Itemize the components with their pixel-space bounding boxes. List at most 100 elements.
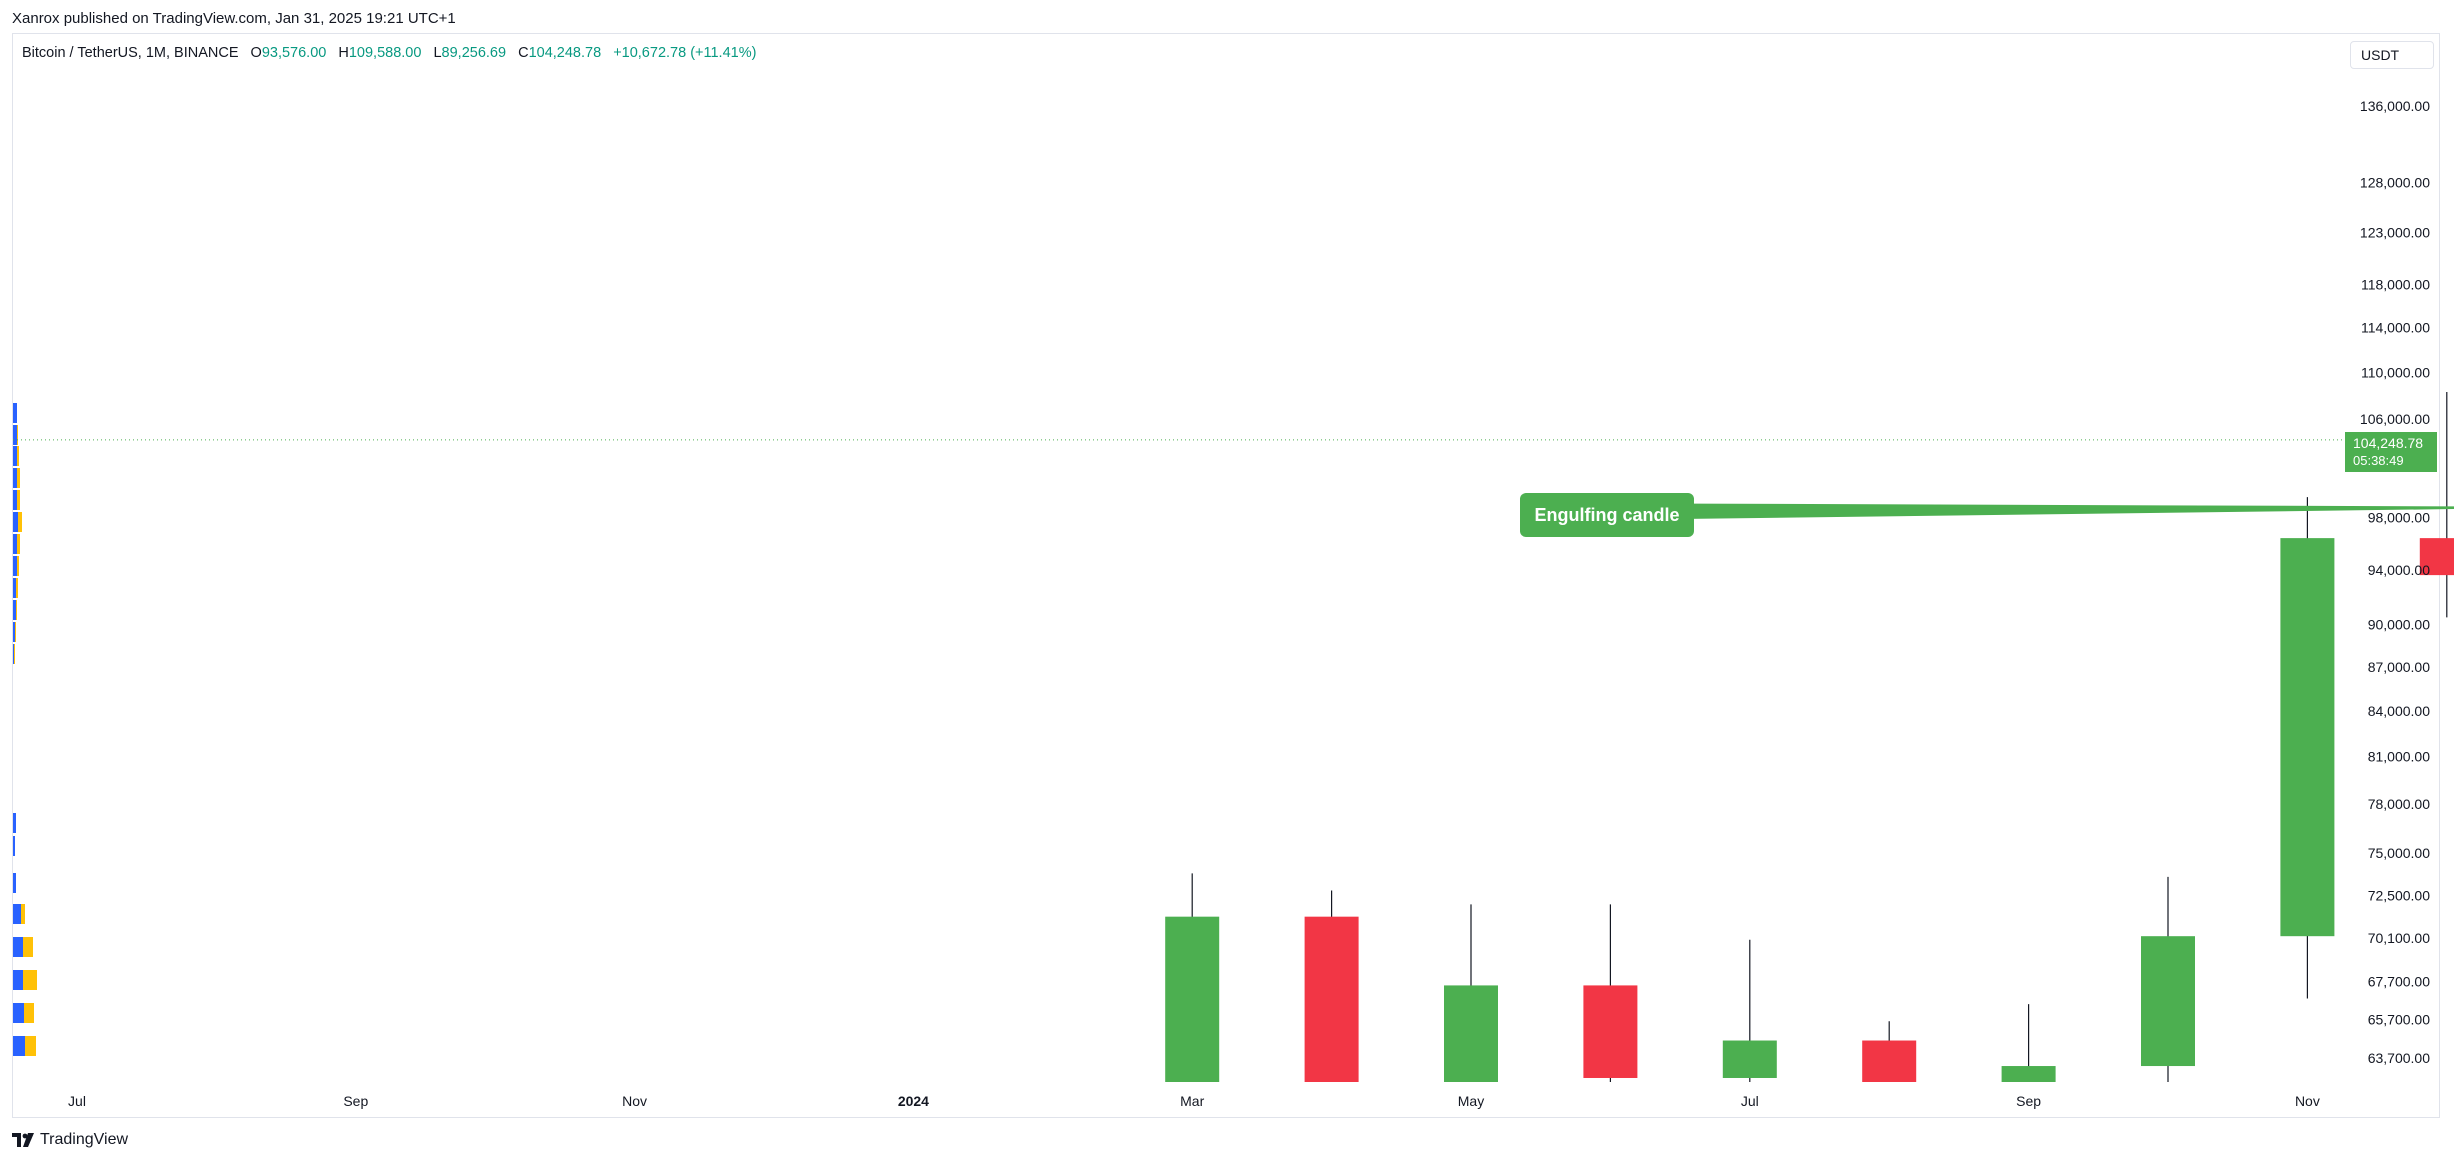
volume-bar-up <box>13 578 16 598</box>
volume-bar-up <box>13 970 23 990</box>
price-tick-label: 128,000.00 <box>2360 174 2430 190</box>
volume-bar-up <box>13 403 17 423</box>
price-tick-label: 63,700.00 <box>2368 1050 2430 1066</box>
price-tick-label: 78,000.00 <box>2368 796 2430 812</box>
volume-bar-down <box>23 970 37 990</box>
volume-bar-up <box>13 1036 25 1056</box>
currency-button[interactable]: USDT <box>2350 41 2434 69</box>
price-tick-label: 114,000.00 <box>2361 320 2430 336</box>
time-axis: JulSepNov2024MarMayJulSepNov2025MarMayJu… <box>68 1093 2320 1109</box>
candle-2024-03[interactable] <box>1165 873 1220 1082</box>
volume-bar-up <box>13 600 16 620</box>
candle-2024-06[interactable] <box>1583 904 1638 1082</box>
volume-bar-down <box>24 1003 34 1023</box>
volume-bar-down <box>17 425 18 445</box>
volume-bar-up <box>13 937 23 957</box>
footer-brand: TradingView <box>12 1131 128 1149</box>
price-tick-label: 72,500.00 <box>2368 888 2430 904</box>
volume-bar-down <box>16 600 17 620</box>
price-tick-label: 90,000.00 <box>2368 616 2430 632</box>
volume-bar-down <box>14 644 15 664</box>
candle-body <box>2001 1066 2056 1082</box>
price-tick-label: 65,700.00 <box>2368 1011 2430 1027</box>
high-label: H <box>338 45 349 61</box>
open-value: 93,576.00 <box>261 45 327 61</box>
volume-bar-down <box>17 490 20 510</box>
tradingview-logo-icon <box>12 1133 34 1147</box>
price-tick-label: 110,000.00 <box>2361 364 2430 380</box>
price-tick-label: 118,000.00 <box>2361 276 2430 292</box>
volume-bar-up <box>13 468 17 488</box>
symbol-legend: Bitcoin / TetherUS, 1M, BINANCE O93,576.… <box>22 45 756 61</box>
volume-bar-up <box>13 904 21 924</box>
price-tick-label: 87,000.00 <box>2368 659 2430 675</box>
footer-brand-label: TradingView <box>40 1131 129 1148</box>
publisher-line: Xanrox published on TradingView.com, Jan… <box>12 10 456 27</box>
open-label: O <box>250 45 262 61</box>
symbol-name[interactable]: Bitcoin / TetherUS, 1M, BINANCE <box>22 45 239 61</box>
low-value: 89,256.69 <box>441 45 507 61</box>
candle-2024-12[interactable] <box>2419 392 2454 618</box>
volume-bar-up <box>13 836 15 856</box>
volume-bar-up <box>13 490 17 510</box>
last-price-tag: 104,248.78 05:38:49 <box>2345 432 2437 472</box>
low-label: L <box>433 45 442 61</box>
price-tick-label: 94,000.00 <box>2368 562 2430 578</box>
bar-countdown: 05:38:49 <box>2353 453 2404 468</box>
volume-bar-down <box>23 937 33 957</box>
candle-2024-11[interactable] <box>2280 497 2335 999</box>
volume-bar-up <box>13 446 17 466</box>
price-tick-label: 70,100.00 <box>2368 930 2430 946</box>
time-tick-label: 2024 <box>898 1093 929 1109</box>
volume-bar-up <box>13 534 17 554</box>
close-value: 104,248.78 <box>528 45 602 61</box>
volume-bar-up <box>13 873 16 893</box>
volume-bar-down <box>21 904 25 924</box>
volume-bar-down <box>15 622 16 642</box>
candle-2024-04[interactable] <box>1304 890 1359 1082</box>
candle-2024-09[interactable] <box>2001 1004 2056 1082</box>
candle-2024-08[interactable] <box>1862 1021 1917 1082</box>
candle-2024-07[interactable] <box>1722 939 1777 1082</box>
high-value: 109,588.00 <box>348 45 422 61</box>
candle-body <box>1165 916 1220 1082</box>
price-tick-label: 136,000.00 <box>2360 98 2430 114</box>
volume-bar-up <box>13 512 18 532</box>
price-axis: 136,000.00 128,000.00 123,000.00 118,000.00… <box>2360 98 2430 1066</box>
volume-bar-up <box>13 425 17 445</box>
volume-profile <box>13 403 37 1056</box>
volume-bar-up <box>13 813 16 833</box>
price-tick-label: 75,000.00 <box>2368 845 2430 861</box>
volume-bar-down <box>17 468 20 488</box>
price-tick-label: 98,000.00 <box>2368 509 2430 525</box>
callout-pointer <box>1524 503 2454 521</box>
time-tick-label: May <box>1458 1093 1484 1109</box>
candle-body <box>2141 936 2195 1067</box>
candle-2024-10[interactable] <box>2141 876 2195 1082</box>
candle-body <box>1862 1040 1917 1082</box>
time-tick-label: Jul <box>1741 1093 1759 1109</box>
candle-body <box>1583 985 1638 1078</box>
volume-bar-down <box>16 578 18 598</box>
time-tick-label: Sep <box>2016 1093 2041 1109</box>
volume-bar-down <box>18 512 22 532</box>
candles <box>1165 392 2454 1082</box>
time-tick-label: Jul <box>68 1093 86 1109</box>
last-price-value: 104,248.78 <box>2353 435 2424 451</box>
candle-2024-05[interactable] <box>1444 904 1498 1082</box>
price-tick-label: 106,000.00 <box>2360 411 2430 427</box>
volume-bar-down <box>25 1036 36 1056</box>
candle-body <box>1444 985 1498 1082</box>
price-tick-label: 84,000.00 <box>2368 703 2430 719</box>
candle-body <box>1722 1040 1777 1078</box>
price-tick-label: 123,000.00 <box>2360 224 2430 240</box>
price-tick-label: 81,000.00 <box>2368 749 2430 765</box>
time-tick-label: Sep <box>343 1093 368 1109</box>
engulfing-candle-callout[interactable]: Engulfing candle <box>1520 493 1694 537</box>
volume-bar-up <box>13 1003 24 1023</box>
volume-bar-up <box>13 622 15 642</box>
change-value: +10,672.78 (+11.41%) <box>613 45 757 61</box>
time-tick-label: Mar <box>1180 1093 1204 1109</box>
volume-bar-up <box>13 556 17 576</box>
